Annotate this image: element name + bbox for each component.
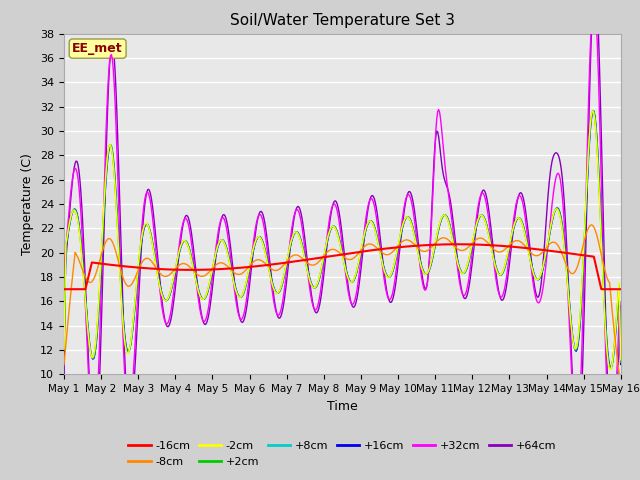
Legend: -16cm, -8cm, -2cm, +2cm, +8cm, +16cm, +32cm, +64cm: -16cm, -8cm, -2cm, +2cm, +8cm, +16cm, +3…	[124, 437, 561, 471]
Title: Soil/Water Temperature Set 3: Soil/Water Temperature Set 3	[230, 13, 455, 28]
Y-axis label: Temperature (C): Temperature (C)	[22, 153, 35, 255]
Text: EE_met: EE_met	[72, 42, 123, 55]
X-axis label: Time: Time	[327, 400, 358, 413]
